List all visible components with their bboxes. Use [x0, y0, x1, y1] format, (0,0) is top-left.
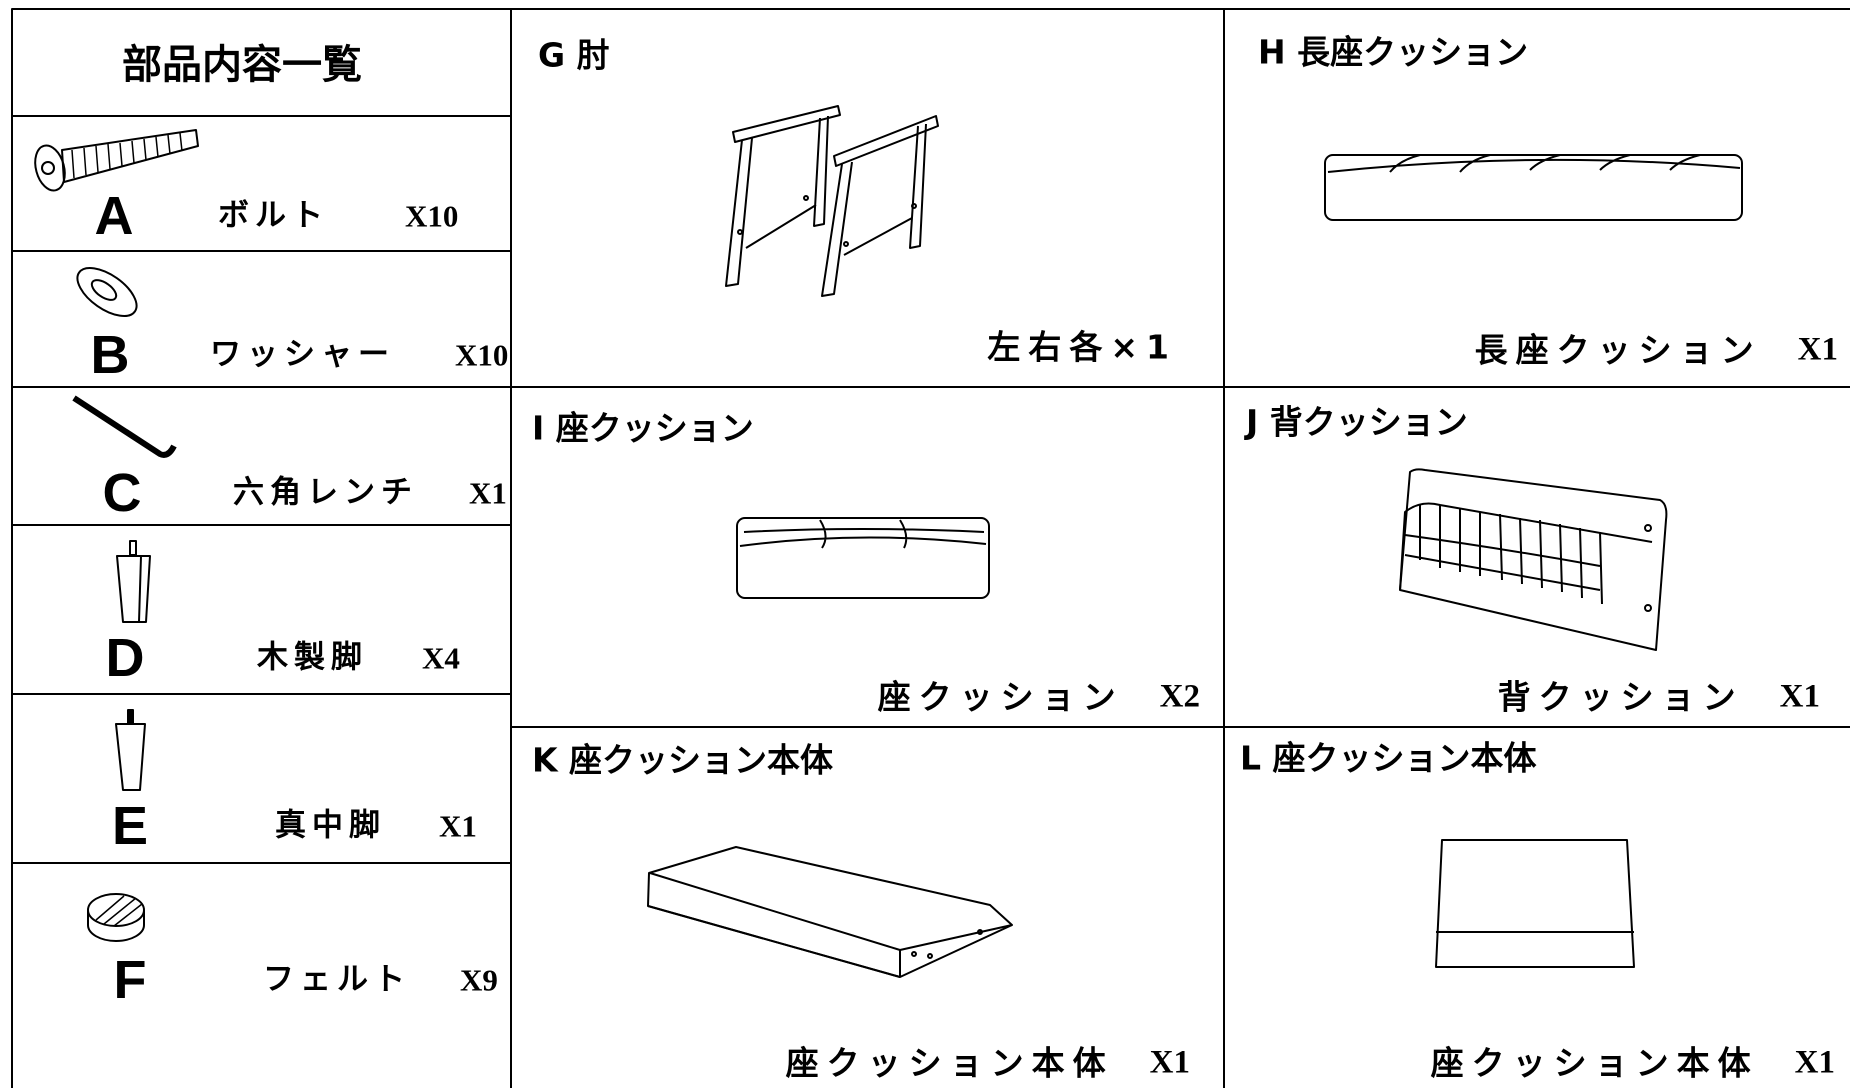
felt-icon — [87, 893, 145, 942]
caption-name: 左右各×1 — [987, 327, 1177, 367]
part-name: 六角レンチ — [233, 474, 418, 511]
part-quantity: X4 — [422, 640, 460, 676]
part-name: フェルト — [263, 961, 411, 998]
caption-name: 座クッション — [877, 677, 1124, 717]
washer-icon — [76, 267, 138, 317]
panel-header: L 座クッション本体 — [1240, 738, 1537, 778]
panel-caption: 長座クッション X1 — [1474, 330, 1838, 370]
caption-quantity: X1 — [1149, 1044, 1190, 1081]
part-quantity: X1 — [469, 475, 507, 511]
part-name: 真中脚 — [275, 807, 386, 844]
part-letter: E — [111, 796, 149, 856]
part-quantity: X1 — [439, 808, 477, 844]
part-letter: A — [94, 186, 134, 246]
long-cushion-icon — [1324, 154, 1743, 221]
panel-header: J 背クッション — [1246, 402, 1468, 442]
caption-quantity: X1 — [1779, 678, 1820, 715]
part-name: ボルト — [218, 197, 329, 234]
panel-header: I 座クッション — [532, 408, 754, 448]
part-quantity: X9 — [460, 962, 498, 998]
bolt-icon — [34, 129, 199, 192]
part-name: 木製脚 — [257, 639, 368, 676]
caption-name: 背クッション — [1497, 677, 1744, 717]
panel-header: K 座クッション本体 — [532, 740, 834, 780]
panel-caption: 背クッション X1 — [1497, 677, 1820, 717]
sheet-title: 部品内容一覧 — [122, 42, 362, 88]
seat-base-icon — [1435, 839, 1635, 968]
part-quantity: X10 — [405, 198, 459, 234]
panel-caption: 座クッション本体 X1 — [1430, 1043, 1835, 1083]
panel-header: G 肘 — [538, 35, 610, 75]
part-letter: D — [105, 628, 145, 688]
grid — [11, 8, 1850, 1088]
leg-icon — [116, 540, 151, 623]
caption-name: 長座クッション — [1474, 330, 1762, 370]
panel-caption: 左右各×1 — [987, 331, 1177, 364]
panel-caption: 座クッション本体 X1 — [785, 1043, 1190, 1083]
panel-caption: 座クッション X2 — [877, 677, 1200, 717]
armrest-icon — [725, 105, 939, 297]
caption-name: 座クッション本体 — [785, 1043, 1114, 1083]
seat-cushion-icon — [736, 517, 990, 599]
part-name: ワッシャー — [210, 336, 395, 373]
caption-quantity: X1 — [1794, 1044, 1835, 1081]
part-letter: C — [102, 463, 142, 523]
part-quantity: X10 — [455, 337, 509, 373]
seat-base-long-icon — [647, 846, 1013, 978]
part-letter: B — [90, 325, 130, 385]
caption-name: 座クッション本体 — [1430, 1043, 1759, 1083]
caption-quantity: X2 — [1159, 678, 1200, 715]
panel-header: H 長座クッション — [1258, 32, 1529, 72]
center-leg-icon — [115, 709, 146, 791]
wrench-icon — [72, 395, 177, 458]
back-cushion-icon — [1399, 468, 1668, 651]
part-letter: F — [113, 950, 147, 1010]
caption-quantity: X1 — [1797, 331, 1838, 368]
